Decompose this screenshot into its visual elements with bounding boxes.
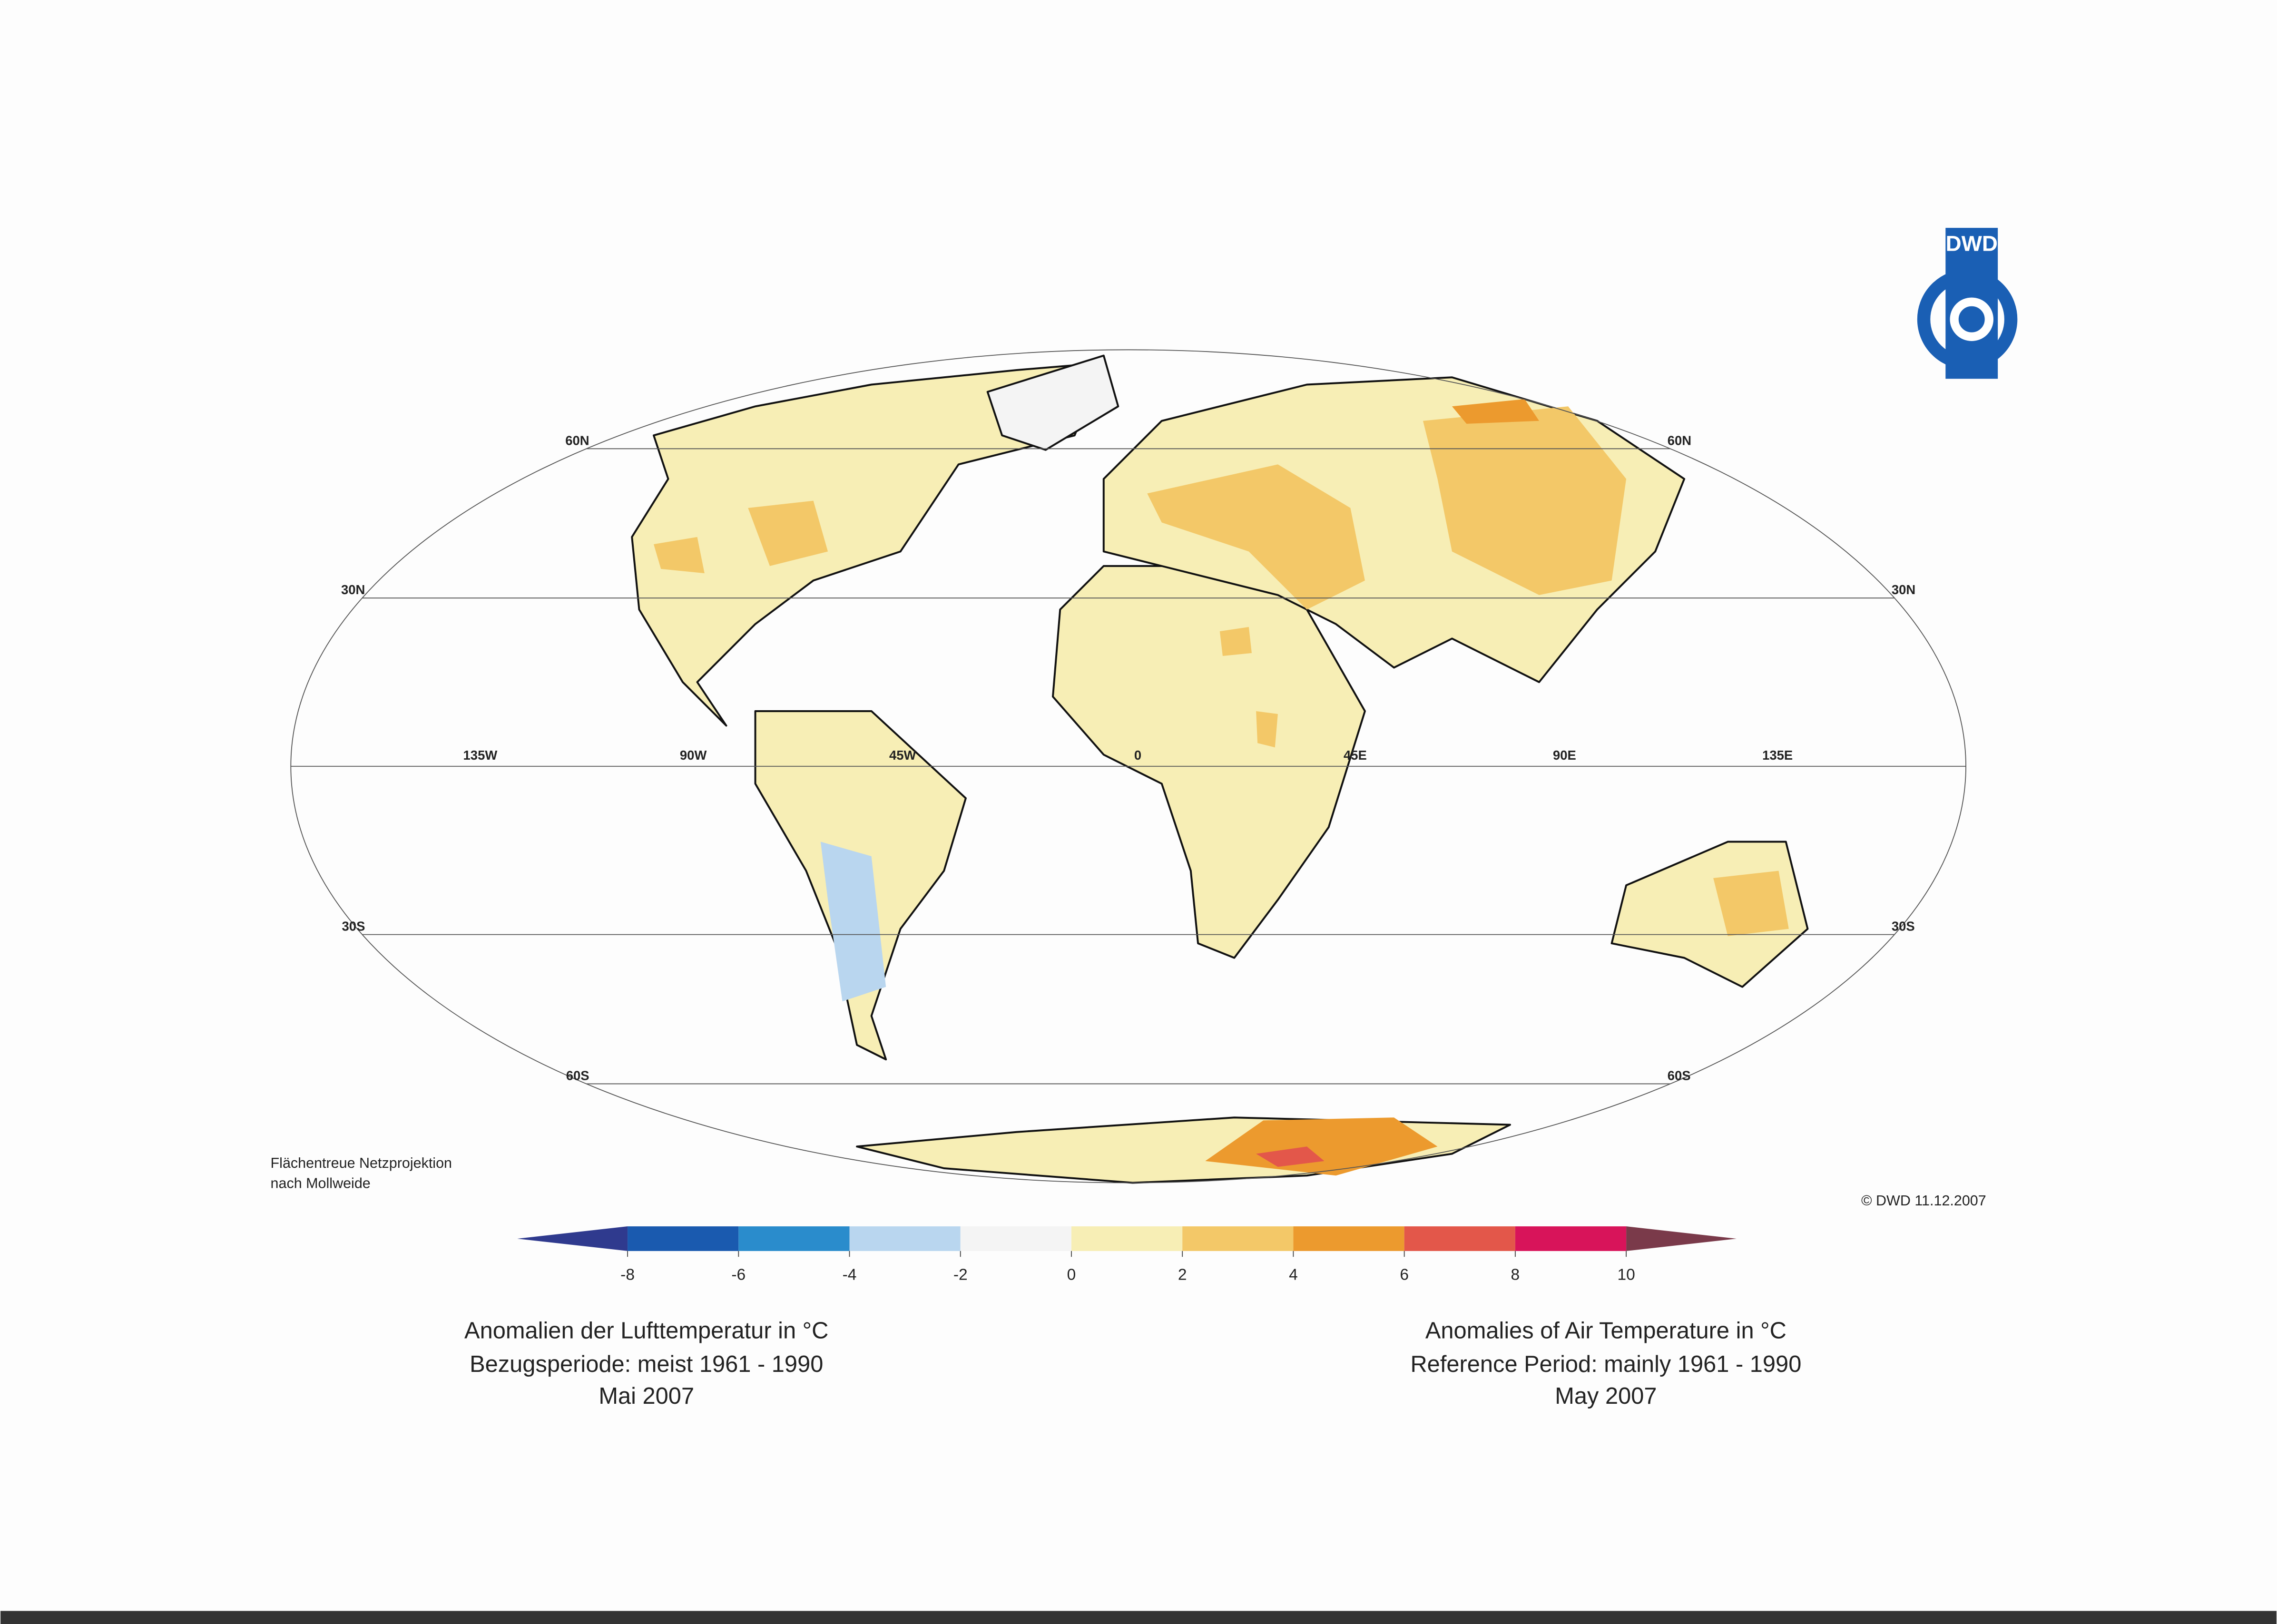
projection-note: nach Mollweide bbox=[271, 1175, 371, 1192]
parallel-label: 30N bbox=[1892, 582, 1915, 597]
copyright: © DWD 11.12.2007 bbox=[1861, 1193, 1986, 1209]
meridian-label: 135E bbox=[1762, 748, 1793, 763]
title-en: May 2007 bbox=[1555, 1383, 1657, 1409]
parallel-label: 60N bbox=[565, 433, 589, 448]
colorbar-tick-label: -6 bbox=[731, 1266, 746, 1284]
colorbar-under bbox=[517, 1226, 628, 1251]
map bbox=[631, 354, 1809, 1184]
title-en: Reference Period: mainly 1961 - 1990 bbox=[1410, 1351, 1801, 1377]
meridian-label: 135W bbox=[463, 748, 498, 763]
colorbar-tick-label: 2 bbox=[1178, 1266, 1187, 1284]
parallel-label: 30N bbox=[341, 582, 365, 597]
colorbar-box bbox=[960, 1226, 1071, 1251]
anomaly-patch bbox=[1205, 1117, 1438, 1176]
colorbar-box bbox=[1071, 1226, 1183, 1251]
parallel-label: 30S bbox=[1892, 919, 1915, 934]
colorbar-tick-label: -8 bbox=[620, 1266, 635, 1284]
anomaly-patch bbox=[1713, 871, 1789, 936]
logo-text: DWD bbox=[1946, 232, 1998, 256]
logo-swirl bbox=[1950, 297, 1994, 341]
colorbar-tick-label: 4 bbox=[1289, 1266, 1298, 1284]
anomaly-patch bbox=[1256, 1146, 1325, 1167]
colorbar-tick-label: -4 bbox=[843, 1266, 857, 1284]
anomaly-patch bbox=[1452, 399, 1540, 424]
colorbar-box bbox=[1515, 1226, 1627, 1251]
meridian-label: 0 bbox=[1134, 748, 1141, 763]
logo-swirl bbox=[1917, 269, 2018, 370]
meridian-label: 45W bbox=[889, 748, 916, 763]
colorbar-box bbox=[1182, 1226, 1294, 1251]
parallel-label: 60N bbox=[1668, 433, 1691, 448]
title-de: Bezugsperiode: meist 1961 - 1990 bbox=[470, 1351, 823, 1377]
north-america bbox=[631, 362, 1105, 727]
colorbar-tick-label: 0 bbox=[1067, 1266, 1076, 1284]
colorbar-box bbox=[738, 1226, 850, 1251]
greenland bbox=[986, 354, 1119, 451]
parallel-label: 30S bbox=[342, 919, 365, 934]
colorbar-tick-label: 6 bbox=[1400, 1266, 1409, 1284]
title-en: Anomalies of Air Temperature in °C bbox=[1425, 1318, 1786, 1344]
colorbar-tick-label: -2 bbox=[953, 1266, 968, 1284]
anomaly-patch bbox=[820, 841, 886, 1002]
meridian-label: 45E bbox=[1344, 748, 1367, 763]
meridian-label: 90E bbox=[1553, 748, 1576, 763]
parallel-label: 60S bbox=[566, 1068, 589, 1083]
scan-edge bbox=[0, 1611, 2277, 1624]
graticule: 60N 60N 30N 30N 30S 30S 60S 60S 135W 90W 45W 0 45E 90… bbox=[291, 350, 1966, 1184]
anomaly-patch bbox=[653, 500, 828, 574]
colorbar-over bbox=[1626, 1226, 1737, 1251]
projection-note: Flächentreue Netzprojektion bbox=[271, 1155, 452, 1171]
meridian-label: 90W bbox=[680, 748, 707, 763]
colorbar: -8 -6 -4 -2 0 2 4 6 8 10 bbox=[517, 1226, 1737, 1284]
colorbar-box bbox=[1404, 1226, 1515, 1251]
anomaly-patch bbox=[1147, 406, 1627, 610]
colorbar-box bbox=[849, 1226, 961, 1251]
colorbar-tick-label: 10 bbox=[1617, 1266, 1635, 1284]
colorbar-box bbox=[628, 1226, 739, 1251]
colorbar-tick-label: 8 bbox=[1511, 1266, 1520, 1284]
title-de: Mai 2007 bbox=[599, 1383, 694, 1409]
colorbar-box bbox=[1293, 1226, 1404, 1251]
africa bbox=[1052, 565, 1366, 959]
dwd-logo: DWD bbox=[1917, 227, 2018, 379]
title-de: Anomalien der Lufttemperatur in °C bbox=[464, 1318, 828, 1344]
anomaly-patch bbox=[1219, 627, 1278, 748]
parallel-label: 60S bbox=[1668, 1068, 1691, 1083]
